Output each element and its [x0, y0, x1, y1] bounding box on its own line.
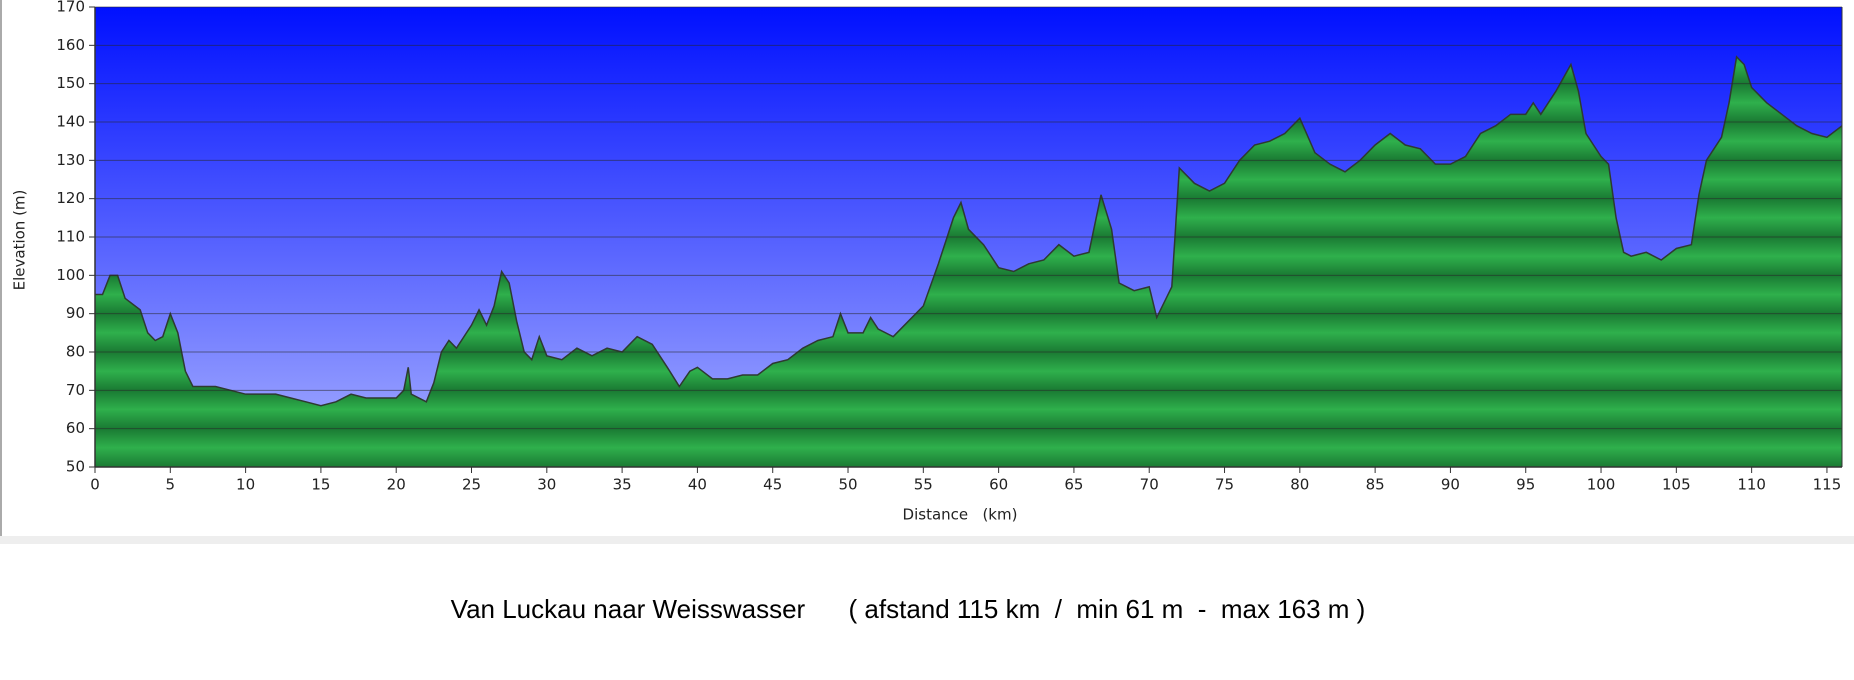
y-tick-label: 50 — [66, 458, 85, 476]
y-tick-label: 70 — [66, 381, 85, 399]
panel-shadow — [0, 536, 1854, 544]
y-tick-label: 140 — [56, 113, 85, 131]
x-axis-label: Distance (km) — [903, 506, 1018, 524]
y-tick-label: 80 — [66, 343, 85, 361]
y-tick-label: 130 — [56, 151, 85, 169]
y-tick-label: 90 — [66, 304, 85, 322]
x-tick-label: 35 — [613, 476, 632, 494]
x-tick-label: 45 — [763, 476, 782, 494]
x-tick-label: 115 — [1813, 476, 1842, 494]
x-tick-label: 50 — [838, 476, 857, 494]
y-tick-label: 170 — [56, 0, 85, 16]
x-tick-label: 40 — [688, 476, 707, 494]
x-tick-label: 15 — [311, 476, 330, 494]
x-tick-label: 55 — [914, 476, 933, 494]
x-tick-label: 10 — [236, 476, 255, 494]
x-tick-label: 70 — [1140, 476, 1159, 494]
x-tick-label: 90 — [1441, 476, 1460, 494]
elevation-area — [95, 56, 1842, 467]
y-tick-label: 110 — [56, 228, 85, 246]
x-tick-label: 80 — [1290, 476, 1309, 494]
x-tick-label: 60 — [989, 476, 1008, 494]
x-tick-label: 100 — [1587, 476, 1616, 494]
x-tick-label: 75 — [1215, 476, 1234, 494]
y-tick-label: 60 — [66, 419, 85, 437]
x-tick-label: 105 — [1662, 476, 1691, 494]
y-tick-label: 100 — [56, 266, 85, 284]
y-tick-label: 120 — [56, 189, 85, 207]
chart-title: Van Luckau naar Weisswasser ( afstand 11… — [451, 594, 1366, 624]
x-tick-label: 25 — [462, 476, 481, 494]
x-tick-label: 30 — [537, 476, 556, 494]
axes: 50 60 70 80 90 100 110 120 130 140 150 160 170 0 5 10 15… — [56, 0, 1843, 494]
y-tick-label: 150 — [56, 74, 85, 92]
x-tick-label: 0 — [90, 476, 100, 494]
x-tick-label: 20 — [387, 476, 406, 494]
plot — [95, 6, 1843, 468]
y-tick-label: 160 — [56, 36, 85, 54]
x-tick-label: 95 — [1516, 476, 1535, 494]
x-tick-label: 65 — [1064, 476, 1083, 494]
y-axis-label: Elevation (m) — [11, 190, 29, 291]
x-tick-label: 110 — [1737, 476, 1766, 494]
x-tick-label: 5 — [166, 476, 176, 494]
x-tick-label: 85 — [1366, 476, 1385, 494]
